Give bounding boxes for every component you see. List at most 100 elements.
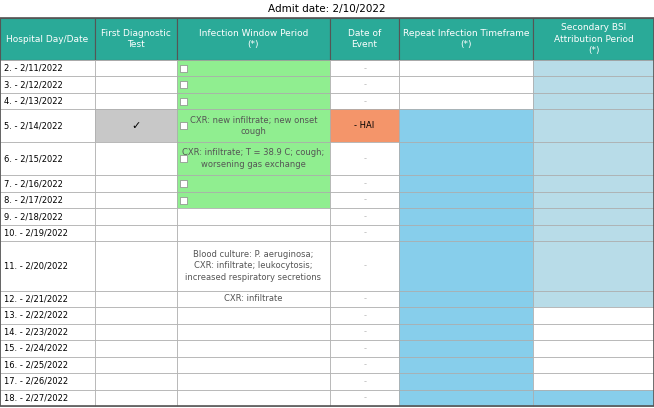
Bar	[180, 122, 186, 129]
Bar	[177, 373, 330, 390]
Bar	[330, 175, 399, 192]
Bar	[330, 208, 399, 225]
Bar	[95, 324, 177, 340]
Bar	[177, 76, 330, 93]
Bar	[399, 175, 533, 192]
Bar	[177, 340, 330, 357]
Bar	[177, 142, 330, 175]
Bar	[330, 76, 399, 93]
Text: - HAI: - HAI	[354, 122, 375, 131]
Bar	[177, 225, 330, 241]
Bar	[330, 192, 399, 208]
Bar	[330, 373, 399, 390]
Text: CXR: infiltrate: CXR: infiltrate	[224, 295, 283, 304]
Bar	[330, 225, 399, 241]
Text: -: -	[363, 360, 366, 369]
Bar	[0, 76, 95, 93]
Text: -: -	[363, 212, 366, 221]
Bar	[0, 340, 95, 357]
Bar	[177, 241, 330, 290]
Bar	[399, 109, 533, 142]
Text: Admit date: 2/10/2022: Admit date: 2/10/2022	[268, 4, 386, 14]
Text: -: -	[363, 97, 366, 106]
Bar	[95, 340, 177, 357]
Bar	[0, 241, 95, 290]
Bar	[177, 357, 330, 373]
Text: ✓: ✓	[131, 121, 141, 131]
Bar	[533, 225, 654, 241]
Bar	[95, 390, 177, 406]
Text: Secondary BSI
Attribution Period
(*): Secondary BSI Attribution Period (*)	[554, 23, 633, 55]
Text: 5. - 2/14/2022: 5. - 2/14/2022	[4, 122, 63, 131]
Bar	[399, 18, 533, 60]
Bar	[533, 93, 654, 109]
Bar	[330, 307, 399, 324]
Text: -: -	[363, 311, 366, 320]
Bar	[177, 18, 330, 60]
Text: 15. - 2/24/2022: 15. - 2/24/2022	[4, 344, 68, 353]
Text: -: -	[363, 154, 366, 163]
Bar	[399, 142, 533, 175]
Bar	[95, 241, 177, 290]
Bar	[399, 76, 533, 93]
Bar	[95, 60, 177, 76]
Bar	[399, 373, 533, 390]
Bar	[533, 76, 654, 93]
Bar	[330, 357, 399, 373]
Bar	[177, 390, 330, 406]
Bar	[533, 307, 654, 324]
Bar	[0, 390, 95, 406]
Text: 17. - 2/26/2022: 17. - 2/26/2022	[4, 377, 68, 386]
Text: 8. - 2/17/2022: 8. - 2/17/2022	[4, 195, 63, 204]
Text: -: -	[363, 262, 366, 271]
Text: -: -	[363, 195, 366, 204]
Bar	[533, 60, 654, 76]
Bar	[95, 225, 177, 241]
Bar	[95, 109, 177, 142]
Bar	[533, 340, 654, 357]
Text: 14. - 2/23/2022: 14. - 2/23/2022	[4, 327, 68, 336]
Text: -: -	[363, 377, 366, 386]
Bar	[533, 357, 654, 373]
Text: Hospital Day/Date: Hospital Day/Date	[7, 35, 88, 44]
Bar	[533, 18, 654, 60]
Bar	[0, 324, 95, 340]
Bar	[399, 357, 533, 373]
Bar	[95, 18, 177, 60]
Bar	[95, 93, 177, 109]
Bar	[330, 60, 399, 76]
Bar	[180, 180, 186, 187]
Bar	[0, 18, 95, 60]
Bar	[330, 18, 399, 60]
Bar	[95, 373, 177, 390]
Bar	[177, 208, 330, 225]
Text: First Diagnostic
Test: First Diagnostic Test	[101, 29, 171, 49]
Text: 11. - 2/20/2022: 11. - 2/20/2022	[4, 262, 68, 271]
Text: Repeat Infection Timeframe
(*): Repeat Infection Timeframe (*)	[403, 29, 529, 49]
Bar	[533, 290, 654, 307]
Text: 16. - 2/25/2022: 16. - 2/25/2022	[4, 360, 68, 369]
Bar	[180, 98, 186, 105]
Bar	[177, 307, 330, 324]
Bar	[0, 357, 95, 373]
Bar	[399, 307, 533, 324]
Bar	[0, 290, 95, 307]
Bar	[330, 390, 399, 406]
Text: -: -	[363, 228, 366, 237]
Text: 12. - 2/21/2022: 12. - 2/21/2022	[4, 295, 68, 304]
Bar	[180, 65, 186, 72]
Bar	[0, 109, 95, 142]
Text: -: -	[363, 295, 366, 304]
Bar	[399, 324, 533, 340]
Text: 9. - 2/18/2022: 9. - 2/18/2022	[4, 212, 63, 221]
Bar	[399, 290, 533, 307]
Bar	[95, 76, 177, 93]
Bar	[0, 373, 95, 390]
Bar	[399, 340, 533, 357]
Bar	[177, 192, 330, 208]
Bar	[177, 175, 330, 192]
Bar	[0, 192, 95, 208]
Text: Date of
Event: Date of Event	[348, 29, 381, 49]
Text: 10. - 2/19/2022: 10. - 2/19/2022	[4, 228, 68, 237]
Bar	[180, 81, 186, 88]
